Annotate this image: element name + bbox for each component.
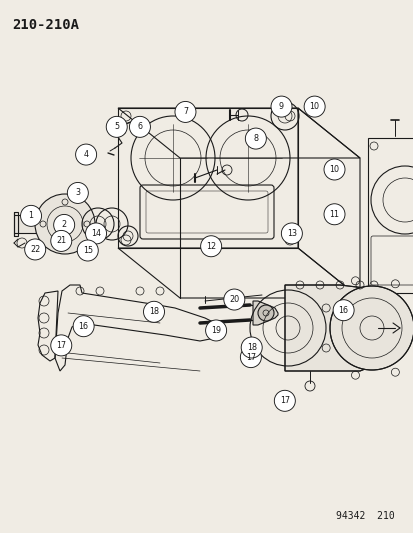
Text: 10: 10 <box>329 165 339 174</box>
Text: 12: 12 <box>206 242 216 251</box>
Text: 6: 6 <box>137 123 142 131</box>
Circle shape <box>274 390 294 411</box>
Circle shape <box>241 337 261 358</box>
Circle shape <box>51 230 71 252</box>
Polygon shape <box>18 215 60 233</box>
Text: 8: 8 <box>253 134 258 143</box>
Text: 10: 10 <box>309 102 319 111</box>
Text: 3: 3 <box>75 189 80 197</box>
Circle shape <box>323 159 344 180</box>
Circle shape <box>175 101 195 123</box>
Text: 7: 7 <box>183 108 188 116</box>
Text: 2: 2 <box>62 221 66 229</box>
Circle shape <box>77 240 98 261</box>
Circle shape <box>205 320 226 341</box>
Text: 1: 1 <box>28 212 33 220</box>
Polygon shape <box>14 212 18 236</box>
Circle shape <box>76 144 96 165</box>
Circle shape <box>329 286 413 370</box>
Text: 210-210A: 210-210A <box>12 18 79 32</box>
Circle shape <box>54 214 74 236</box>
Text: 17: 17 <box>245 353 255 361</box>
Circle shape <box>35 194 95 254</box>
Circle shape <box>73 316 94 337</box>
Circle shape <box>271 96 291 117</box>
Text: 94342  210: 94342 210 <box>335 511 394 521</box>
Circle shape <box>51 335 71 356</box>
Text: 4: 4 <box>83 150 88 159</box>
Circle shape <box>245 128 266 149</box>
Circle shape <box>106 116 127 138</box>
Text: 5: 5 <box>114 123 119 131</box>
Circle shape <box>240 346 261 368</box>
Text: 22: 22 <box>30 245 40 254</box>
Circle shape <box>223 289 244 310</box>
Text: 14: 14 <box>91 229 101 238</box>
Text: 19: 19 <box>211 326 221 335</box>
Polygon shape <box>284 285 377 371</box>
Text: 9: 9 <box>278 102 283 111</box>
Circle shape <box>25 239 45 260</box>
Text: 16: 16 <box>78 322 88 330</box>
Polygon shape <box>252 301 277 325</box>
Circle shape <box>332 300 353 321</box>
Circle shape <box>85 223 106 244</box>
Text: 17: 17 <box>56 341 66 350</box>
Text: 17: 17 <box>279 397 289 405</box>
Text: 18: 18 <box>246 343 256 352</box>
Circle shape <box>143 301 164 322</box>
Text: 15: 15 <box>83 246 93 255</box>
Text: 13: 13 <box>286 229 296 238</box>
Circle shape <box>304 96 324 117</box>
Text: 20: 20 <box>229 295 239 304</box>
Text: 21: 21 <box>56 237 66 245</box>
Text: 16: 16 <box>338 306 348 314</box>
Circle shape <box>323 204 344 225</box>
Circle shape <box>200 236 221 257</box>
Text: 18: 18 <box>149 308 159 316</box>
Circle shape <box>67 182 88 204</box>
Circle shape <box>129 116 150 138</box>
Circle shape <box>21 205 41 227</box>
Circle shape <box>281 223 301 244</box>
Text: 11: 11 <box>329 210 339 219</box>
Circle shape <box>257 305 273 321</box>
